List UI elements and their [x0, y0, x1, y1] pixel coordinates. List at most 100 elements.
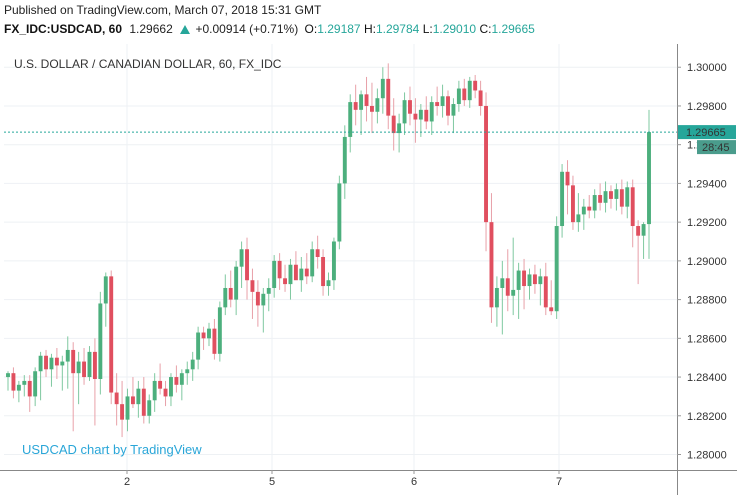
candle-body: [647, 132, 651, 225]
candle-body: [261, 293, 266, 306]
candle-up: [429, 96, 434, 136]
candle-up: [16, 380, 21, 403]
candle-body: [331, 241, 336, 281]
watermark-link[interactable]: USDCAD chart by TradingView: [22, 442, 202, 457]
candle-body: [462, 88, 467, 101]
candle-body: [641, 224, 646, 236]
candle-body: [223, 287, 228, 308]
candle-up: [49, 353, 54, 387]
price-axis[interactable]: 1.300001.298001.296001.294001.292001.290…: [677, 62, 727, 462]
quote-line: FX_IDC:USDCAD, 60 1.29662 +0.00914 (+0.7…: [4, 22, 535, 36]
candle-body: [467, 80, 472, 101]
candle-up: [217, 301, 222, 362]
candle-down: [44, 349, 48, 378]
candle-down: [120, 380, 125, 438]
candle-body: [598, 195, 603, 203]
candle-down: [478, 80, 483, 116]
up-triangle-icon: [180, 25, 191, 34]
candle-down: [158, 363, 163, 395]
candle-body: [272, 260, 277, 288]
candle-down: [522, 258, 527, 310]
candle-up: [467, 76, 472, 108]
candle-body: [92, 351, 97, 379]
candle-down: [163, 380, 168, 407]
candle-body: [630, 187, 635, 227]
candle-down: [619, 179, 624, 215]
candle-up: [511, 237, 516, 316]
candle-body: [169, 377, 173, 397]
candle-body: [359, 94, 364, 110]
candle-up: [359, 90, 364, 136]
candle-body: [587, 206, 592, 211]
candle-up: [592, 189, 597, 219]
candle-up: [223, 274, 228, 316]
candle-body: [619, 189, 624, 207]
candle-up: [375, 88, 380, 124]
candle-down: [364, 76, 369, 122]
price-axis-border: [677, 44, 678, 495]
candle-up: [331, 237, 336, 290]
candle-body: [429, 102, 434, 122]
candle-body: [391, 115, 396, 134]
candle-body: [636, 226, 641, 236]
candle-body: [310, 249, 315, 277]
candle-body: [16, 384, 21, 391]
candle-body: [141, 388, 146, 416]
candle-up: [451, 98, 456, 134]
candle-down: [201, 326, 206, 350]
candle-up: [103, 272, 108, 327]
candle-up: [603, 181, 608, 213]
candle-down: [386, 63, 391, 130]
candle-up: [456, 80, 461, 112]
candle-body: [6, 373, 10, 378]
candle-down: [484, 92, 488, 252]
candle-body: [549, 307, 554, 312]
candle-body: [217, 307, 222, 354]
candle-down: [598, 183, 603, 211]
candle-down: [277, 253, 282, 290]
open-label: O:: [304, 22, 318, 36]
candle-up: [310, 241, 315, 283]
candle-up: [76, 351, 81, 405]
candle-body: [522, 270, 527, 287]
candle-down: [245, 237, 249, 300]
candle-down: [130, 377, 135, 409]
price-tick-label: 1.28600: [687, 333, 727, 345]
candle-down: [283, 264, 287, 292]
candle-body: [163, 388, 168, 397]
candle-up: [261, 287, 266, 333]
candle-body: [527, 274, 532, 287]
candle-down: [71, 342, 76, 432]
candle-down: [114, 373, 119, 426]
price-tick-label: 1.29400: [687, 178, 727, 190]
candle-down: [250, 268, 255, 319]
time-axis-border: [0, 470, 737, 471]
time-axis[interactable]: 2 5 6 7: [124, 470, 562, 488]
candle-body: [293, 264, 298, 281]
candle-body: [560, 171, 565, 227]
candle-body: [255, 291, 260, 306]
candle-body: [435, 102, 440, 106]
candle-up: [98, 291, 103, 395]
candle-body: [147, 400, 152, 416]
candle-up: [190, 351, 195, 381]
candle-up: [234, 260, 239, 316]
candle-body: [511, 289, 516, 296]
candle-up: [136, 380, 141, 418]
candle-body: [370, 105, 374, 112]
candle-up: [527, 268, 532, 300]
candle-body: [446, 96, 450, 116]
candle-down: [408, 86, 412, 126]
candle-up: [538, 268, 543, 306]
candle-down: [293, 251, 298, 281]
candle-body: [277, 260, 282, 279]
candle-up: [494, 276, 499, 327]
countdown-tag-bg: [697, 140, 736, 155]
candle-body: [408, 100, 412, 114]
candle-body: [576, 214, 581, 223]
candle-body: [342, 136, 347, 184]
price-tick-label: 1.29000: [687, 256, 727, 268]
last-price: 1.29662: [129, 22, 173, 36]
candle-body: [304, 268, 309, 277]
